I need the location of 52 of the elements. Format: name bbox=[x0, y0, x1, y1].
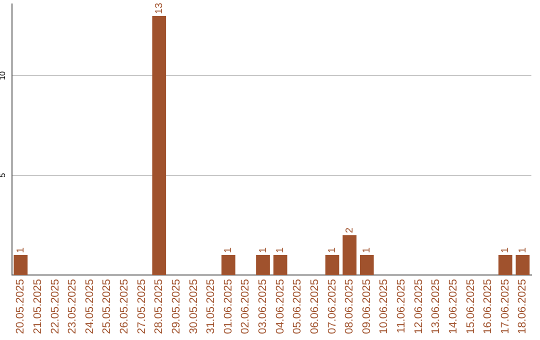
x-tick-label: 08.06.2025 bbox=[344, 278, 356, 334]
bar bbox=[14, 255, 28, 275]
bar bbox=[152, 16, 166, 275]
data-label: 2 bbox=[344, 227, 356, 234]
data-label: 1 bbox=[15, 247, 26, 254]
x-tick-label: 17.06.2025 bbox=[499, 278, 512, 334]
x-tick-label: 23.05.2025 bbox=[66, 278, 79, 334]
x-tick-label: 05.06.2025 bbox=[292, 278, 304, 334]
x-tick-label: 22.05.2025 bbox=[49, 278, 62, 334]
y-tick-label: 10 bbox=[0, 70, 8, 80]
x-tick-label: 27.05.2025 bbox=[136, 278, 148, 334]
x-tick-label: 01.06.2025 bbox=[222, 278, 234, 334]
y-tick-label: 5 bbox=[0, 172, 8, 178]
bar bbox=[498, 255, 512, 275]
x-tick-label: 29.05.2025 bbox=[170, 278, 182, 334]
bar bbox=[325, 255, 340, 275]
data-label: 1 bbox=[362, 247, 373, 254]
data-label: 13 bbox=[154, 2, 165, 14]
x-tick-label: 10.06.2025 bbox=[378, 278, 390, 334]
bar bbox=[516, 255, 530, 275]
x-tick-label: 09.06.2025 bbox=[360, 278, 373, 334]
x-tick-label: 31.05.2025 bbox=[205, 278, 218, 334]
x-tick-label: 12.06.2025 bbox=[412, 278, 425, 334]
x-tick-label: 14.06.2025 bbox=[447, 278, 460, 334]
data-label: 1 bbox=[517, 247, 528, 254]
x-tick-label: 13.06.2025 bbox=[430, 278, 442, 334]
x-tick-label: 06.06.2025 bbox=[308, 278, 321, 334]
x-tick-label: 24.05.2025 bbox=[84, 278, 96, 334]
x-tick-label: 28.05.2025 bbox=[153, 278, 166, 334]
x-tick-label: 18.06.2025 bbox=[516, 278, 529, 334]
data-label: 1 bbox=[258, 247, 269, 254]
bar bbox=[221, 255, 236, 275]
x-tick-label: 16.06.2025 bbox=[482, 278, 494, 334]
x-tick-label: 03.06.2025 bbox=[257, 278, 270, 334]
x-tick-label: 02.06.2025 bbox=[240, 278, 252, 334]
x-tick-label: 30.05.2025 bbox=[188, 278, 200, 334]
x-tick-label: 07.06.2025 bbox=[326, 278, 338, 334]
x-tick-label: 04.06.2025 bbox=[274, 278, 286, 334]
x-tick-label: 11.06.2025 bbox=[396, 278, 408, 334]
bar bbox=[273, 255, 288, 275]
data-label: 1 bbox=[223, 247, 234, 254]
bar bbox=[342, 235, 356, 275]
data-label: 1 bbox=[275, 247, 286, 254]
x-tick-label: 21.05.2025 bbox=[32, 278, 44, 334]
data-label: 1 bbox=[327, 247, 338, 254]
x-tick-label: 20.05.2025 bbox=[14, 278, 27, 334]
x-tick-label: 25.05.2025 bbox=[101, 278, 114, 334]
x-tick-label: 15.06.2025 bbox=[464, 278, 477, 334]
data-label: 1 bbox=[500, 247, 512, 254]
bar bbox=[360, 255, 374, 275]
bar bbox=[256, 255, 270, 275]
x-tick-label: 26.05.2025 bbox=[118, 278, 131, 334]
